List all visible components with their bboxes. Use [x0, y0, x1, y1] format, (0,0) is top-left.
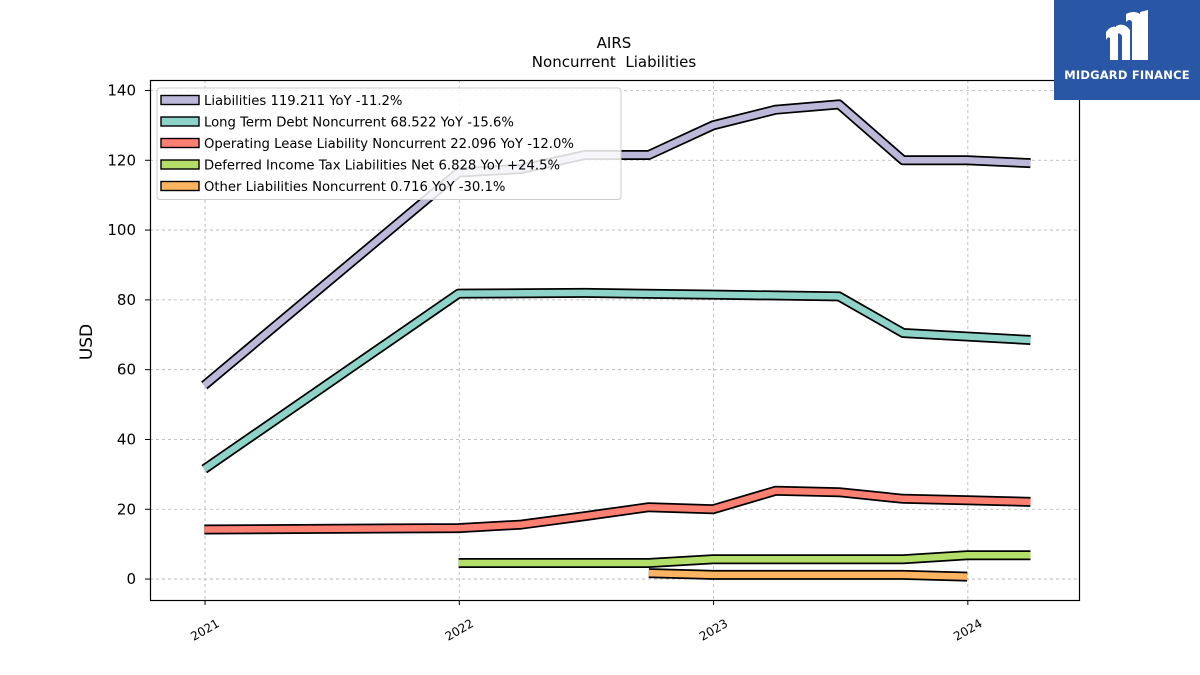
x-tick-label: 2021: [188, 616, 221, 643]
y-tick-label: 40: [117, 430, 136, 448]
legend-box: [156, 87, 622, 200]
legend-swatch: [160, 180, 200, 192]
legend-swatch: [160, 94, 200, 106]
y-tick-label: 60: [117, 361, 136, 379]
chart-title: AIRS: [597, 34, 632, 52]
y-tick-label: 100: [107, 221, 136, 239]
legend-label: Other Liabilities Noncurrent 0.716 YoY -…: [204, 180, 505, 195]
chart-subtitle: Noncurrent Liabilities: [532, 53, 697, 71]
midgard-logo-icon: [1106, 10, 1148, 61]
legend-label: Operating Lease Liability Noncurrent 22.…: [204, 137, 574, 152]
x-tick-label: 2023: [697, 616, 730, 643]
brand-logo: MIDGARD FINANCE: [1054, 0, 1200, 100]
y-axis-label: USD: [77, 324, 97, 360]
series-line-2: [202, 289, 1031, 472]
x-tick-label: 2022: [443, 616, 476, 643]
legend-label: Liabilities 119.211 YoY -11.2%: [204, 94, 402, 109]
legend-swatch: [160, 116, 200, 127]
legend-swatch: [160, 137, 200, 149]
plot-frame: [149, 79, 1081, 602]
y-tick-label: 120: [107, 151, 136, 169]
x-tick-label: 2024: [951, 616, 984, 643]
legend-swatch: [160, 159, 200, 170]
legend-label: Deferred Income Tax Liabilities Net 6.82…: [204, 159, 560, 174]
legend: Liabilities 119.211 YoY -11.2% Long Term …: [156, 87, 622, 200]
y-tick-label: 80: [117, 291, 136, 309]
series-line-3: [204, 487, 1031, 533]
series-line-4: [458, 552, 1031, 567]
y-tick-label: 140: [107, 81, 136, 99]
brand-name: MIDGARD FINANCE: [1064, 68, 1190, 82]
legend-label: Long Term Debt Noncurrent 68.522 YoY -15…: [204, 116, 514, 131]
y-tick-label: 20: [117, 500, 136, 518]
series-line-5: [648, 569, 968, 580]
y-tick-label: 0: [126, 570, 136, 588]
